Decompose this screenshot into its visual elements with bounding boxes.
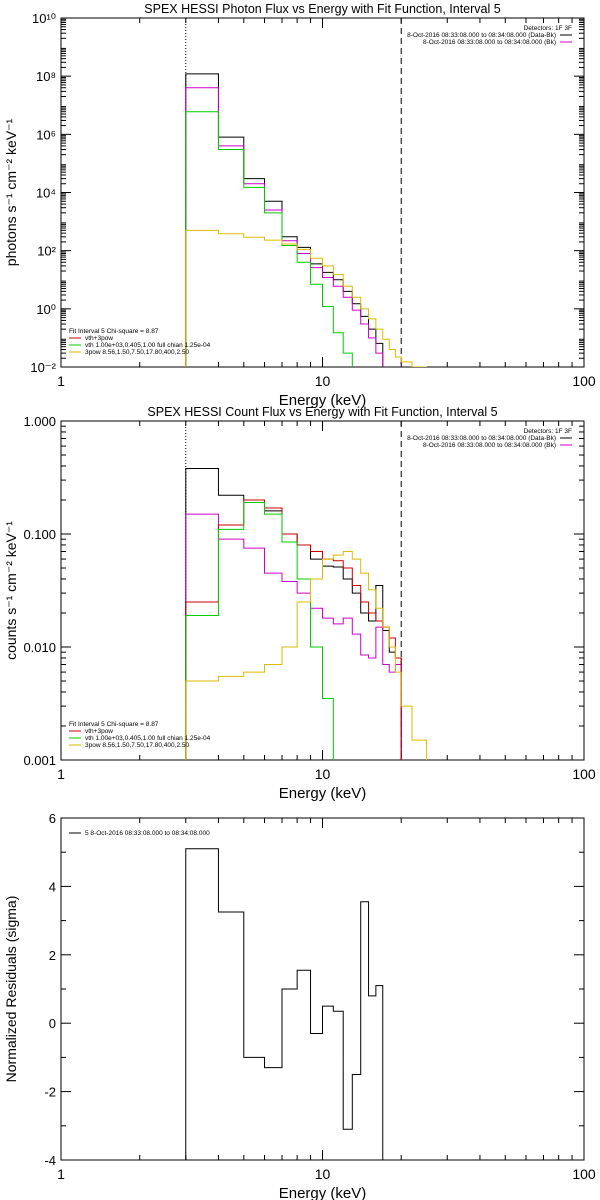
x-axis-label: Energy (keV) xyxy=(279,392,367,409)
legend-entry: 3pow 8.56,1.50,7.50,17.80,400,2.50 xyxy=(85,349,189,356)
y-tick-label: 4 xyxy=(49,879,56,894)
y-tick-label: 10⁻² xyxy=(30,360,56,375)
legend-entry: 8-Oct-2016 08:33:08.000 to 08:34:08.000 … xyxy=(423,39,556,46)
x-tick-label: 1 xyxy=(57,373,65,389)
chart-panel-residuals: 1 10 100 Energy (keV) -4 -2 0 2 4 6 Normalized Res… xyxy=(3,811,596,1200)
legend-entry: vth 1.00e+03,0.405,1.00 full chian 1.25e… xyxy=(85,342,211,349)
series-group xyxy=(185,848,384,1160)
legend-bottom-left: Fit Interval 5 Chi-square = 8.87vth+3pow… xyxy=(69,328,211,356)
chart-panel-photon-flux: 1 10 100 Energy (keV) 10⁻² 10⁰ 10² 10⁴ 10⁶ 10⁸ 10¹… xyxy=(3,2,596,409)
legend-entry: 3pow 8.56,1.50,7.50,17.80,400,2.50 xyxy=(85,742,189,749)
x-axis-label: Energy (keV) xyxy=(279,1185,367,1200)
x-axis-label: Energy (keV) xyxy=(279,785,367,802)
x-tick-label: 1 xyxy=(57,1166,65,1182)
y-tick-label: 6 xyxy=(49,811,56,826)
series-line-bk xyxy=(185,513,402,760)
series-group xyxy=(185,73,428,367)
legend-entry: vth+3pow xyxy=(85,335,113,342)
legend-fit-info: Fit Interval 5 Chi-square = 8.87 xyxy=(69,721,159,728)
y-tick-label: 0.001 xyxy=(23,753,56,768)
x-tick-label: 10 xyxy=(315,1166,331,1182)
legend-entry: vth 1.00e+03,0.405,1.00 full chian 1.25e… xyxy=(85,735,211,742)
x-tick-label: 100 xyxy=(572,1166,596,1182)
series-line-vth-3pow xyxy=(185,87,384,367)
y-tick-label: 10¹⁰ xyxy=(32,11,56,26)
x-tick-label: 10 xyxy=(315,373,331,389)
legend-fit-info: Fit Interval 5 Chi-square = 8.87 xyxy=(69,328,159,335)
x-tick-label: 10 xyxy=(315,766,331,782)
y-tick-label: 0.010 xyxy=(23,640,56,655)
legend-entry: 8-Oct-2016 08:33:08.000 to 08:34:08.000 … xyxy=(423,442,556,449)
y-tick-label: 0.100 xyxy=(23,527,56,542)
y-tick-label: 0 xyxy=(49,1016,56,1031)
legend-entry: Detectors: 1F 3F xyxy=(524,25,572,32)
legend-entry: 8-Oct-2016 08:33:08.000 to 08:34:08.000 … xyxy=(407,32,556,39)
series-line-5 xyxy=(185,848,384,1160)
y-axis-label: photons s⁻¹ cm⁻² keV⁻¹ xyxy=(3,118,19,266)
y-tick-label: -4 xyxy=(44,1153,56,1168)
y-tick-label: -2 xyxy=(44,1085,56,1100)
legend-top-right: Detectors: 1F 3F8-Oct-2016 08:33:08.000 … xyxy=(407,25,572,46)
legend-bottom-left: Fit Interval 5 Chi-square = 8.87vth+3pow… xyxy=(69,721,211,749)
chart-title: SPEX HESSI Count Flux vs Energy with Fit… xyxy=(147,405,497,419)
legend-entry: vth+3pow xyxy=(85,728,113,735)
x-tick-label: 100 xyxy=(572,766,596,782)
legend-entry: 8-Oct-2016 08:33:08.000 to 08:34:08.000 … xyxy=(407,435,556,442)
y-tick-label: 10⁶ xyxy=(36,127,56,142)
series-line-vth xyxy=(185,502,334,760)
x-tick-label: 100 xyxy=(572,373,596,389)
y-axis-label: counts s⁻¹ cm⁻² keV⁻¹ xyxy=(3,521,19,660)
chart-panel-count-flux: 1 10 100 Energy (keV) 0.001 0.010 0.100 1.000 co… xyxy=(3,405,596,802)
plot-frame xyxy=(60,420,585,761)
legend-entry: Detectors: 1F 3F xyxy=(524,428,572,435)
plot-frame xyxy=(60,17,585,368)
y-tick-label: 10⁰ xyxy=(36,302,56,317)
y-tick-label: 1.000 xyxy=(23,414,56,429)
series-line-vth xyxy=(185,111,353,367)
chart-title: SPEX HESSI Photon Flux vs Energy with Fi… xyxy=(144,2,500,16)
series-group xyxy=(185,467,428,760)
legend: 5 8-Oct-2016 08:33:08.000 to 08:34:08.00… xyxy=(69,830,210,837)
legend-entry: 5 8-Oct-2016 08:33:08.000 to 08:34:08.00… xyxy=(85,830,210,837)
y-tick-label: 10⁴ xyxy=(36,186,56,201)
series-line-3pow xyxy=(185,551,428,760)
x-tick-label: 1 xyxy=(57,766,65,782)
plot-frame xyxy=(60,817,585,1161)
series-line-3pow xyxy=(185,229,428,367)
y-tick-label: 10⁸ xyxy=(36,69,56,84)
legend-top-right: Detectors: 1F 3F8-Oct-2016 08:33:08.000 … xyxy=(407,428,572,449)
y-tick-label: 2 xyxy=(49,948,56,963)
y-axis-label: Normalized Residuals (sigma) xyxy=(3,896,19,1083)
y-tick-label: 10² xyxy=(37,244,56,259)
